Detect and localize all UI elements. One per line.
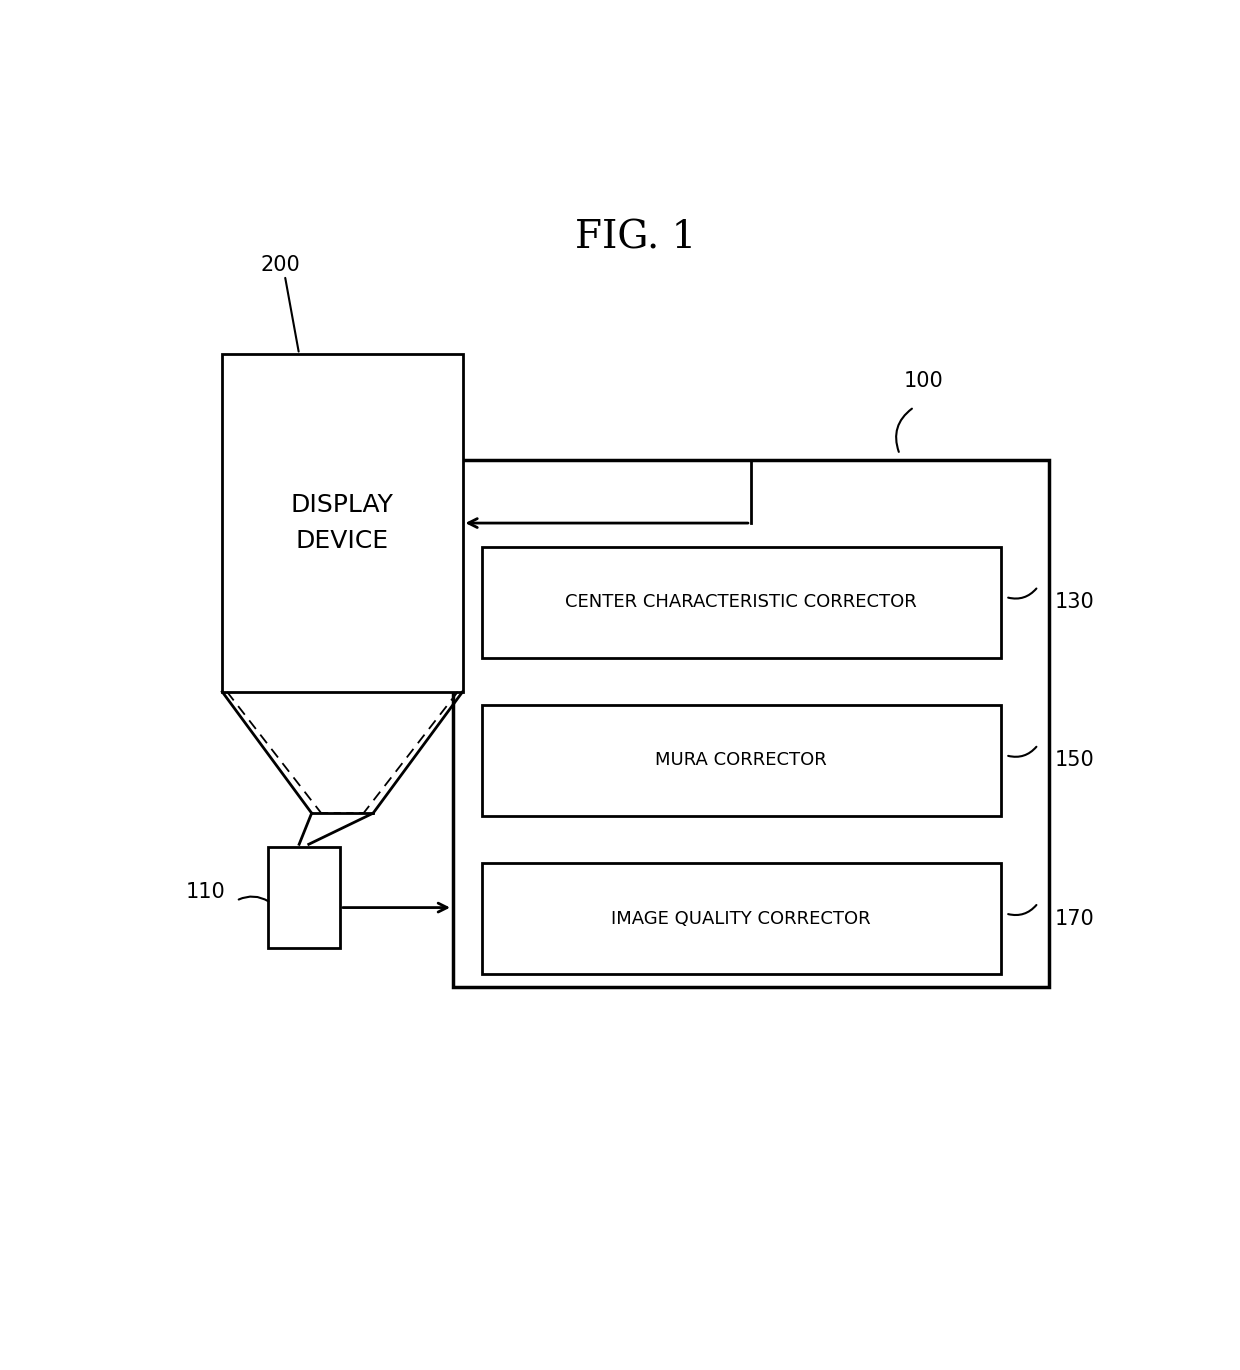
Bar <box>481 547 1001 658</box>
Text: CENTER CHARACTERISTIC CORRECTOR: CENTER CHARACTERISTIC CORRECTOR <box>565 593 918 611</box>
Text: IMAGE QUALITY CORRECTOR: IMAGE QUALITY CORRECTOR <box>611 910 870 927</box>
Bar <box>268 848 340 948</box>
Bar <box>481 863 1001 974</box>
Text: DISPLAY
DEVICE: DISPLAY DEVICE <box>291 493 394 552</box>
Text: 130: 130 <box>1055 592 1095 612</box>
Bar <box>481 706 1001 815</box>
Text: MURA CORRECTOR: MURA CORRECTOR <box>655 751 827 770</box>
Bar <box>222 355 463 692</box>
Text: FIG. 1: FIG. 1 <box>575 219 696 256</box>
Text: 150: 150 <box>1055 751 1095 770</box>
Text: 100: 100 <box>904 371 944 390</box>
Bar <box>453 460 1049 988</box>
Text: 200: 200 <box>260 255 300 274</box>
Text: 110: 110 <box>186 882 226 903</box>
Text: 170: 170 <box>1055 908 1095 929</box>
